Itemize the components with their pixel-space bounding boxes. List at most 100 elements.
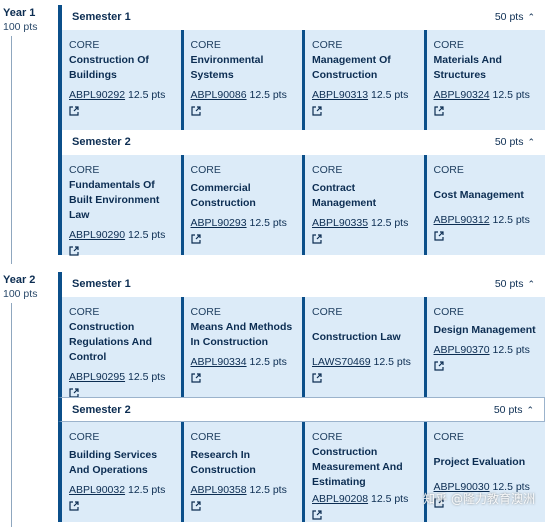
semester-points: 50 pts ⌃ (495, 11, 535, 23)
subject-title: Contract Management (312, 182, 377, 209)
subject-code-link[interactable]: ABPL90334 (190, 356, 247, 368)
subject-title: Research In Construction (190, 449, 256, 476)
subject-type: CORE (190, 164, 221, 176)
subject-code-link[interactable]: ABPL90358 (190, 484, 247, 496)
subject-card[interactable]: CORE Means And Methods In Construction A… (183, 297, 305, 397)
chevron-up-icon[interactable]: ⌃ (527, 12, 535, 22)
subject-card[interactable]: CORE Cost Management ABPL90312 12.5 pts (426, 155, 545, 255)
year-2-block: Semester 1 50 pts ⌃ CORE Construction Reg… (58, 272, 545, 522)
subject-credit: 12.5 pts (370, 89, 409, 101)
subject-code-link[interactable]: ABPL90292 (69, 89, 126, 101)
external-link-icon[interactable] (433, 231, 444, 241)
subject-code-link[interactable]: ABPL90335 (312, 217, 369, 229)
subject-card[interactable]: CORE Research In Construction ABPL90358 … (183, 422, 305, 522)
subject-code-link[interactable]: ABPL90030 (433, 481, 490, 493)
external-link-icon[interactable] (190, 373, 201, 383)
year-1-block: Semester 1 50 pts ⌃ CORE Construction Of … (58, 5, 545, 256)
subject-credit: 12.5 pts (492, 214, 530, 226)
subject-card[interactable]: CORE Environmental Systems ABPL90086 12.… (183, 30, 305, 130)
subject-card[interactable]: CORE Building Services And Operations AB… (62, 422, 184, 522)
subject-code-link[interactable]: ABPL90370 (433, 344, 490, 356)
subject-card[interactable]: CORE Design Management ABPL90370 12.5 pt… (426, 297, 545, 397)
external-link-icon[interactable] (433, 498, 444, 508)
subject-card[interactable]: CORE Construction Measurement And Estima… (305, 422, 427, 522)
subject-title: Construction Measurement And Estimating (312, 446, 403, 488)
subject-type: CORE (190, 306, 221, 318)
subject-card[interactable]: CORE Commercial Construction ABPL90293 1… (183, 155, 305, 255)
subject-row: CORE Fundamentals Of Built Environment L… (58, 155, 545, 256)
semester-header[interactable]: Semester 1 50 pts ⌃ (58, 272, 545, 297)
semester-header[interactable]: Semester 1 50 pts ⌃ (58, 5, 545, 30)
external-link-icon[interactable] (433, 361, 444, 371)
chevron-up-icon[interactable]: ⌃ (527, 137, 535, 147)
external-link-icon[interactable] (190, 106, 201, 116)
external-link-icon[interactable] (312, 106, 322, 116)
subject-credit: 12.5 pts (127, 484, 166, 496)
subject-type: CORE (69, 431, 100, 443)
semester-header[interactable]: Semester 2 50 pts ⌃ (58, 130, 545, 155)
subject-credit: 12.5 pts (249, 356, 287, 368)
external-link-icon[interactable] (69, 501, 79, 511)
subject-title: Cost Management (433, 189, 524, 201)
subject-credit: 12.5 pts (492, 344, 530, 356)
subject-title: Construction Of Buildings (69, 54, 149, 81)
subject-row: CORE Building Services And Operations AB… (58, 422, 545, 522)
semester-title: Semester 1 (72, 278, 131, 290)
subject-type: CORE (433, 306, 464, 318)
subject-code-link[interactable]: ABPL90032 (69, 484, 126, 496)
subject-row: CORE Construction Regulations And Contro… (58, 297, 545, 398)
subject-code-link[interactable]: ABPL90295 (69, 371, 126, 383)
year-title: Year 1 (3, 7, 36, 19)
subject-title: Construction Regulations And Control (69, 321, 153, 363)
subject-type: CORE (69, 39, 100, 51)
subject-title: Design Management (433, 324, 536, 336)
subject-credit: 12.5 pts (370, 493, 409, 505)
subject-credit: 12.5 pts (127, 371, 166, 383)
subject-type: CORE (312, 306, 343, 318)
subject-card[interactable]: CORE Materials And Structures ABPL90324 … (426, 30, 545, 130)
year-points: 100 pts (3, 288, 38, 300)
subject-card[interactable]: CORE Construction Regulations And Contro… (62, 297, 184, 398)
external-link-icon[interactable] (190, 501, 201, 511)
external-link-icon[interactable] (190, 234, 201, 244)
subject-credit: 12.5 pts (492, 89, 530, 101)
subject-code-link[interactable]: ABPL90313 (312, 89, 369, 101)
subject-credit: 12.5 pts (370, 217, 409, 229)
subject-credit: 12.5 pts (492, 481, 530, 493)
chevron-up-icon[interactable]: ⌃ (526, 405, 534, 415)
subject-title: Fundamentals Of Built Environment Law (69, 179, 160, 221)
subject-card[interactable]: CORE Management Of Construction ABPL9031… (305, 30, 427, 130)
subject-type: CORE (190, 431, 221, 443)
subject-code-link[interactable]: ABPL90086 (190, 89, 247, 101)
external-link-icon[interactable] (69, 246, 79, 256)
subject-type: CORE (312, 39, 343, 51)
external-link-icon[interactable] (433, 106, 444, 116)
subject-credit: 12.5 pts (373, 356, 411, 368)
subject-type: CORE (69, 306, 100, 318)
subject-code-link[interactable]: ABPL90312 (433, 214, 490, 226)
subject-code-link[interactable]: ABPL90324 (433, 89, 490, 101)
subject-card[interactable]: CORE Contract Management ABPL90335 12.5 … (305, 155, 427, 255)
external-link-icon[interactable] (312, 373, 322, 383)
subject-card[interactable]: CORE Fundamentals Of Built Environment L… (62, 155, 184, 256)
subject-type: CORE (433, 431, 464, 443)
year-points: 100 pts (3, 21, 38, 33)
chevron-up-icon[interactable]: ⌃ (527, 279, 535, 289)
subject-code-link[interactable]: ABPL90208 (312, 493, 369, 505)
external-link-icon[interactable] (312, 510, 322, 520)
subject-code-link[interactable]: LAWS70469 (312, 356, 371, 368)
subject-card[interactable]: CORE Construction Of Buildings ABPL90292… (62, 30, 184, 130)
year-title: Year 2 (3, 274, 36, 286)
subject-credit: 12.5 pts (127, 229, 166, 241)
semester-header[interactable]: Semester 2 50 pts ⌃ (58, 397, 545, 422)
external-link-icon[interactable] (69, 106, 79, 116)
subject-credit: 12.5 pts (249, 89, 287, 101)
year-2-label: Year 2 100 pts (3, 273, 53, 301)
year-2-timeline (11, 303, 12, 527)
subject-code-link[interactable]: ABPL90290 (69, 229, 126, 241)
subject-title: Environmental Systems (190, 54, 264, 81)
subject-card[interactable]: CORE Project Evaluation ABPL90030 12.5 p… (426, 422, 545, 522)
subject-code-link[interactable]: ABPL90293 (190, 217, 247, 229)
external-link-icon[interactable] (312, 234, 322, 244)
subject-card[interactable]: CORE Construction Law LAWS70469 12.5 pts (305, 297, 427, 397)
